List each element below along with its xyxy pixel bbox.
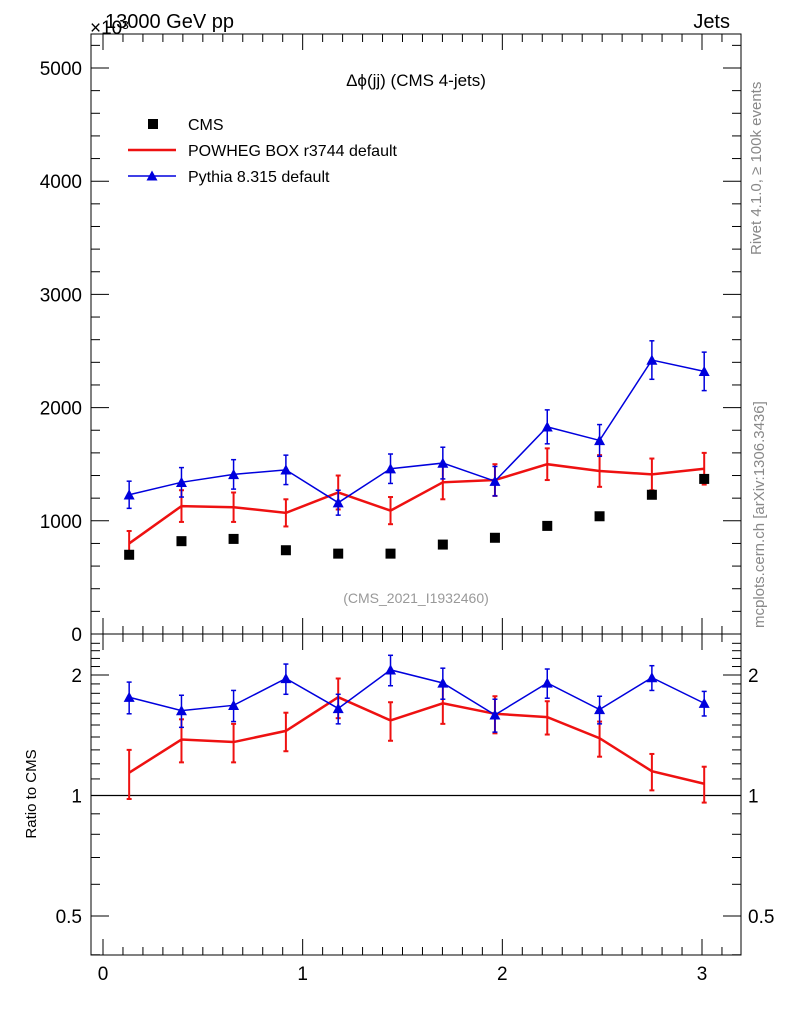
ratio-axis-title: Ratio to CMS (23, 749, 40, 838)
x-tick-label: 2 (497, 964, 508, 985)
x-tick-label: 0 (98, 964, 109, 985)
main-y-tick-label: 0 (71, 625, 82, 646)
pythia-point (332, 497, 344, 508)
ratio-pythia-point (175, 705, 187, 716)
ratio-pythia-point (123, 691, 135, 702)
legend-label-pythia: Pythia 8.315 default (188, 169, 330, 186)
ratio-pythia-point (646, 672, 658, 683)
pythia-point (489, 475, 501, 486)
legend: CMS POWHEG BOX r3744 default Pythia 8.31… (128, 117, 398, 186)
legend-label-powheg: POWHEG BOX r3744 default (188, 143, 398, 160)
side-label-rivet: Rivet 4.1.0, ≥ 100k events (748, 82, 765, 255)
pythia-point (594, 434, 606, 446)
ratio-pythia-point (437, 677, 449, 688)
x-tick-label: 1 (297, 964, 308, 985)
ratio-y-tick-label-right: 0.5 (748, 907, 774, 928)
ratio-pythia-point (385, 664, 397, 675)
pythia-point (123, 489, 135, 500)
energy-label: 13000 GeV pp (105, 11, 234, 33)
legend-marker-cms (148, 119, 158, 129)
ratio-y-tick-label-left: 0.5 (56, 907, 82, 928)
pythia-line (128, 359, 705, 504)
ratio-pythia-point (332, 702, 344, 714)
cms-point (176, 536, 187, 547)
legend-title: Δϕ(jj) (CMS 4-jets) (346, 71, 486, 90)
cms-point (699, 473, 710, 484)
ratio-pythia-point (698, 697, 710, 708)
ratio-panel-frame (90, 633, 742, 956)
ratio-pythia-point (280, 673, 292, 684)
process-label: Jets (693, 11, 730, 33)
legend-marker-pythia (146, 170, 158, 181)
ratio-y-tick-label-right: 1 (748, 787, 759, 808)
cms-point (437, 539, 448, 550)
ratio-y-tick-label-left: 1 (71, 787, 82, 808)
pythia-point (280, 464, 292, 475)
ratio-y-tick-label-right: 2 (748, 666, 759, 687)
ratio-pythia-line (128, 669, 705, 716)
powheg-line (128, 462, 705, 545)
ratio-pythia-point (228, 699, 240, 710)
ratio-y-tick-label-left: 2 (71, 666, 82, 687)
cms-point (124, 549, 135, 560)
analysis-watermark: (CMS_2021_I1932460) (343, 590, 489, 606)
main-y-tick-label: 3000 (40, 285, 82, 306)
cms-point (542, 520, 553, 531)
cms-point (594, 511, 605, 522)
pythia-point (437, 457, 449, 468)
main-axes: 0 1000 2000 3000 4000 5000 (40, 34, 741, 646)
cms-point (228, 533, 239, 544)
ratio-powheg-line (128, 695, 705, 785)
cms-point (489, 532, 500, 543)
pythia-point (228, 468, 240, 480)
pythia-point (175, 476, 187, 487)
pythia-point (385, 463, 397, 474)
side-label-mcplots: mcplots.cern.ch [arXiv:1306.3436] (751, 401, 768, 628)
ratio-axes: 0 1 2 3 0.5 0.5 1 1 2 2 (56, 634, 774, 985)
cms-point (646, 489, 657, 500)
ratio-series-layer (123, 654, 710, 804)
pythia-point (541, 421, 553, 432)
legend-label-cms: CMS (188, 117, 224, 134)
cms-point (385, 548, 396, 559)
main-series-layer (123, 340, 710, 560)
ratio-pythia-point (489, 709, 501, 720)
ratio-pythia-point (541, 677, 553, 688)
main-y-tick-label: 1000 (40, 512, 82, 533)
main-y-tick-label: 5000 (40, 59, 82, 80)
cms-point (333, 548, 344, 559)
ratio-pythia-point (594, 703, 606, 715)
pythia-point (646, 354, 658, 365)
x-tick-label: 3 (697, 964, 708, 985)
main-y-tick-label: 4000 (40, 172, 82, 193)
main-y-tick-label: 2000 (40, 399, 82, 420)
cms-point (280, 545, 291, 556)
pythia-point (698, 365, 710, 377)
